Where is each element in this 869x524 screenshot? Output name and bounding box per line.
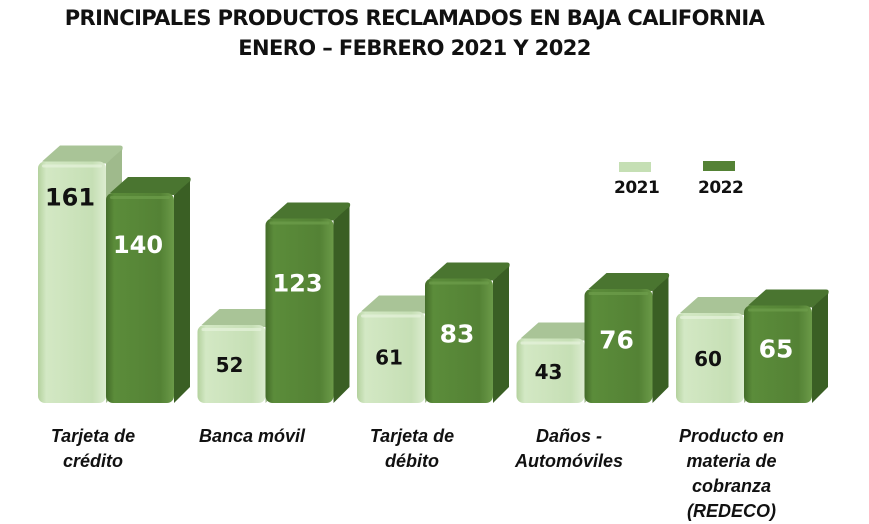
bars-layer <box>38 145 829 403</box>
bar-producto-en-materia-de-cobranza-redeco-2022-side-face <box>812 293 828 403</box>
bar-producto-en-materia-de-cobranza-redeco-2022 <box>744 289 829 403</box>
bar-danos-automoviles-2021-highlight <box>520 341 581 345</box>
category-label-banca-movil: Banca móvil <box>198 426 306 446</box>
value-label-tarjeta-de-debito-2022: 83 <box>440 320 475 349</box>
bar-tarjeta-de-credito-2021-front-face <box>38 161 106 403</box>
value-labels-layer: 161 140 52 123 61 83 43 76 60 65 <box>45 184 793 384</box>
bar-tarjeta-de-credito-2021-top-face <box>42 145 123 164</box>
bar-tarjeta-de-credito-2022-front-face <box>106 193 174 403</box>
value-label-danos-automoviles-2021: 43 <box>535 360 563 384</box>
bar-tarjeta-de-debito-2022-side-face <box>493 266 509 403</box>
value-label-producto-en-materia-de-cobranza-redeco-2022: 65 <box>759 334 794 363</box>
legend-label-2022: 2022 <box>698 178 744 198</box>
bar-tarjeta-de-debito-2022-top-face <box>429 262 510 281</box>
value-label-danos-automoviles-2022: 76 <box>599 325 634 354</box>
bar-tarjeta-de-debito-2022 <box>425 262 510 403</box>
bar-danos-automoviles-2022-side-face <box>652 277 669 403</box>
bar-tarjeta-de-debito-2021-front-face <box>357 311 425 403</box>
bar-banca-movil-2022 <box>265 202 351 403</box>
bar-danos-automoviles-2021-top-face <box>520 322 602 341</box>
bar-producto-en-materia-de-cobranza-redeco-2021-highlight <box>680 316 740 319</box>
bar-producto-en-materia-de-cobranza-redeco-2021-top-face <box>680 297 761 315</box>
legend-swatch-2021 <box>619 162 651 172</box>
value-label-banca-movil-2022: 123 <box>272 270 322 298</box>
legend-label-2021: 2021 <box>614 178 660 198</box>
bar-producto-en-materia-de-cobranza-redeco-2021-front-face <box>676 313 744 403</box>
bar-banca-movil-2022-highlight <box>269 221 330 225</box>
bar-tarjeta-de-debito-2022-highlight <box>429 281 489 285</box>
bar-banca-movil-2021-front-face <box>197 325 266 403</box>
bar-banca-movil-2021-top-face <box>201 309 283 327</box>
chart-title: PRINCIPALES PRODUCTOS RECLAMADOS EN BAJA… <box>64 6 765 30</box>
category-label-producto-cobranza: Producto en materia de cobranza (REDECO) <box>678 426 784 521</box>
bar-producto-en-materia-de-cobranza-redeco-2022-top-face <box>748 289 829 308</box>
value-label-tarjeta-de-debito-2021: 61 <box>375 346 403 370</box>
category-label-tarjeta-debito: Tarjeta de débito <box>369 426 455 471</box>
bar-banca-movil-2022-front-face <box>265 218 334 403</box>
bar-tarjeta-de-credito-2021-highlight <box>42 164 102 168</box>
bar-danos-automoviles-2022-top-face <box>588 273 670 291</box>
bar-tarjeta-de-credito-2022-highlight <box>110 196 170 199</box>
value-label-tarjeta-de-credito-2021: 161 <box>45 184 95 212</box>
bar-danos-automoviles-2022 <box>584 273 670 403</box>
bar-producto-en-materia-de-cobranza-redeco-2022-front-face <box>744 305 812 403</box>
bar-banca-movil-2022-top-face <box>269 202 351 221</box>
category-label-danos-automoviles: Daños - Automóviles <box>514 426 624 471</box>
bar-producto-en-materia-de-cobranza-redeco-2022-highlight <box>748 308 808 312</box>
bar-tarjeta-de-debito-2022-front-face <box>425 278 493 403</box>
value-label-banca-movil-2021: 52 <box>216 353 244 377</box>
category-label-tarjeta-credito: Tarjeta de crédito <box>50 426 136 471</box>
bar-tarjeta-de-credito-2022 <box>106 177 191 403</box>
value-label-producto-en-materia-de-cobranza-redeco-2021: 60 <box>694 347 722 371</box>
legend-swatch-2022 <box>703 161 735 171</box>
bar-tarjeta-de-credito-2022-top-face <box>110 177 191 195</box>
bar-danos-automoviles-2022-front-face <box>584 289 653 403</box>
bar-tarjeta-de-debito-2021-top-face <box>361 295 442 314</box>
bar-danos-automoviles-2022-highlight <box>588 292 649 295</box>
bar-banca-movil-2021-highlight <box>201 328 262 331</box>
chart-subtitle: ENERO – FEBRERO 2021 Y 2022 <box>238 36 591 60</box>
value-label-tarjeta-de-credito-2022: 140 <box>113 231 163 259</box>
bar-banca-movil-2022-side-face <box>333 206 350 403</box>
bar-tarjeta-de-credito-2022-side-face <box>174 181 190 403</box>
bar-tarjeta-de-debito-2021-highlight <box>361 314 421 318</box>
bar-danos-automoviles-2021-front-face <box>516 338 585 403</box>
